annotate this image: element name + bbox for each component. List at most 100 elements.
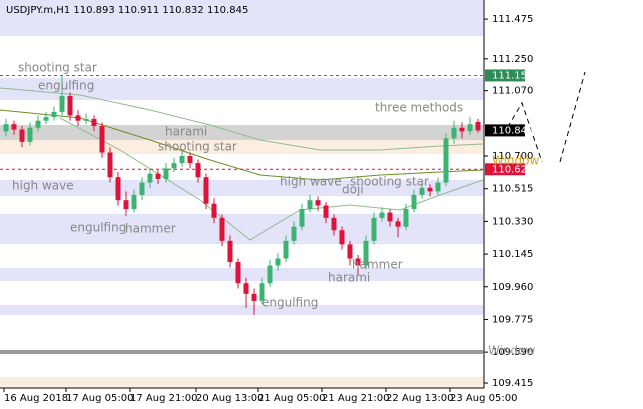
zone-band bbox=[0, 0, 483, 36]
pattern-label: engulfing bbox=[262, 296, 318, 310]
candle-body bbox=[19, 129, 25, 142]
candle-body bbox=[171, 163, 177, 169]
candle-body bbox=[299, 209, 305, 227]
zone-band bbox=[0, 214, 483, 244]
candle-body bbox=[131, 194, 137, 210]
candle-body bbox=[187, 156, 193, 164]
candle-body bbox=[315, 200, 321, 206]
candle-body bbox=[355, 258, 361, 266]
candle-body bbox=[43, 117, 49, 121]
projection bbox=[502, 71, 586, 163]
pattern-label: Window bbox=[488, 344, 536, 358]
pattern-label: high wave bbox=[280, 175, 342, 189]
x-tick-label: 21 Aug 21:00 bbox=[322, 393, 389, 404]
candle-body bbox=[83, 118, 89, 121]
pattern-label: doji bbox=[342, 183, 364, 197]
candle-body bbox=[347, 244, 353, 259]
candle-body bbox=[459, 127, 465, 132]
candle-body bbox=[275, 258, 281, 266]
y-tick-label: 111.070 bbox=[492, 86, 533, 97]
pattern-label: shooting star bbox=[350, 175, 429, 189]
candle-body bbox=[363, 240, 369, 266]
x-tick-label: 16 Aug 2018 bbox=[4, 393, 68, 404]
candle-body bbox=[107, 152, 113, 178]
candle-body bbox=[243, 283, 249, 294]
candle-body bbox=[419, 187, 425, 195]
zone-band bbox=[0, 78, 483, 100]
zone-band bbox=[0, 377, 483, 387]
candle-body bbox=[379, 212, 385, 218]
y-tick-label: 110.700 bbox=[492, 151, 533, 162]
y-tick-label: 110.515 bbox=[492, 184, 533, 195]
candle-body bbox=[371, 217, 377, 241]
candle-body bbox=[395, 221, 401, 227]
x-tick-label: 21 Aug 05:00 bbox=[258, 393, 325, 404]
price-tag-label: 111.156 bbox=[492, 70, 533, 81]
pattern-label: three methods bbox=[375, 101, 463, 115]
y-tick-label: 109.590 bbox=[492, 347, 533, 358]
candle-body bbox=[147, 173, 153, 183]
candle-body bbox=[427, 187, 433, 192]
candle-body bbox=[443, 138, 449, 183]
y-tick-label: 110.330 bbox=[492, 216, 533, 227]
candle-body bbox=[219, 217, 225, 241]
candle-body bbox=[179, 156, 185, 164]
pattern-label: high wave bbox=[12, 179, 74, 193]
candle-body bbox=[91, 118, 97, 126]
y-tick-label: 111.475 bbox=[492, 14, 533, 25]
candle-body bbox=[75, 115, 81, 121]
zone-band bbox=[0, 125, 483, 140]
zone-band bbox=[0, 140, 483, 154]
zone-bands bbox=[0, 0, 483, 387]
price-tag-label: 110.845 bbox=[492, 125, 533, 136]
candle-body bbox=[99, 125, 105, 153]
projection-line bbox=[559, 71, 586, 163]
pattern-label: harami bbox=[328, 271, 370, 285]
candle-body bbox=[323, 205, 329, 218]
candle-body bbox=[195, 163, 201, 178]
pattern-label: hammer bbox=[125, 222, 176, 236]
candle-body bbox=[259, 283, 265, 301]
candle-body bbox=[227, 240, 233, 263]
candle-body bbox=[291, 226, 297, 241]
projection-line bbox=[502, 101, 543, 163]
candle-body bbox=[123, 200, 129, 210]
price-tag bbox=[485, 124, 525, 137]
candle-body bbox=[403, 209, 409, 227]
ma-line bbox=[0, 87, 484, 151]
y-tick-label: 109.415 bbox=[492, 378, 533, 389]
candle-body bbox=[139, 182, 145, 195]
price-tag-label: 110.625 bbox=[492, 164, 533, 175]
candle-body bbox=[155, 173, 161, 179]
candle-body bbox=[3, 124, 9, 132]
pattern-label: shooting star bbox=[18, 61, 97, 75]
candle-body bbox=[235, 262, 241, 284]
zone-band bbox=[0, 268, 483, 281]
price-tag bbox=[485, 163, 525, 176]
candle-body bbox=[115, 177, 121, 201]
candle-body bbox=[27, 127, 33, 142]
pattern-label: Window bbox=[492, 154, 540, 168]
zone-band bbox=[0, 305, 483, 315]
pattern-label: engulfing bbox=[38, 79, 94, 93]
candle-body bbox=[339, 230, 345, 245]
chart-title: USDJPY.m,H1 110.893 110.911 110.832 110.… bbox=[6, 5, 248, 16]
candle-body bbox=[475, 121, 481, 131]
pattern-label: harami bbox=[165, 125, 207, 139]
candle-body bbox=[283, 240, 289, 259]
ma-line bbox=[0, 109, 484, 181]
candle-body bbox=[331, 217, 337, 231]
x-tick-label: 22 Aug 13:00 bbox=[386, 393, 453, 404]
x-tick-label: 23 Aug 05:00 bbox=[450, 393, 517, 404]
candle-body bbox=[267, 265, 273, 284]
price-tag bbox=[485, 69, 525, 82]
pattern-label: shooting star bbox=[158, 140, 237, 154]
y-tick-label: 109.775 bbox=[492, 314, 533, 325]
pattern-label: hammer bbox=[352, 258, 403, 272]
y-tick-label: 111.250 bbox=[492, 54, 533, 65]
zone-band bbox=[0, 180, 483, 196]
candle-body bbox=[435, 182, 441, 192]
x-tick-label: 17 Aug 05:00 bbox=[66, 393, 133, 404]
